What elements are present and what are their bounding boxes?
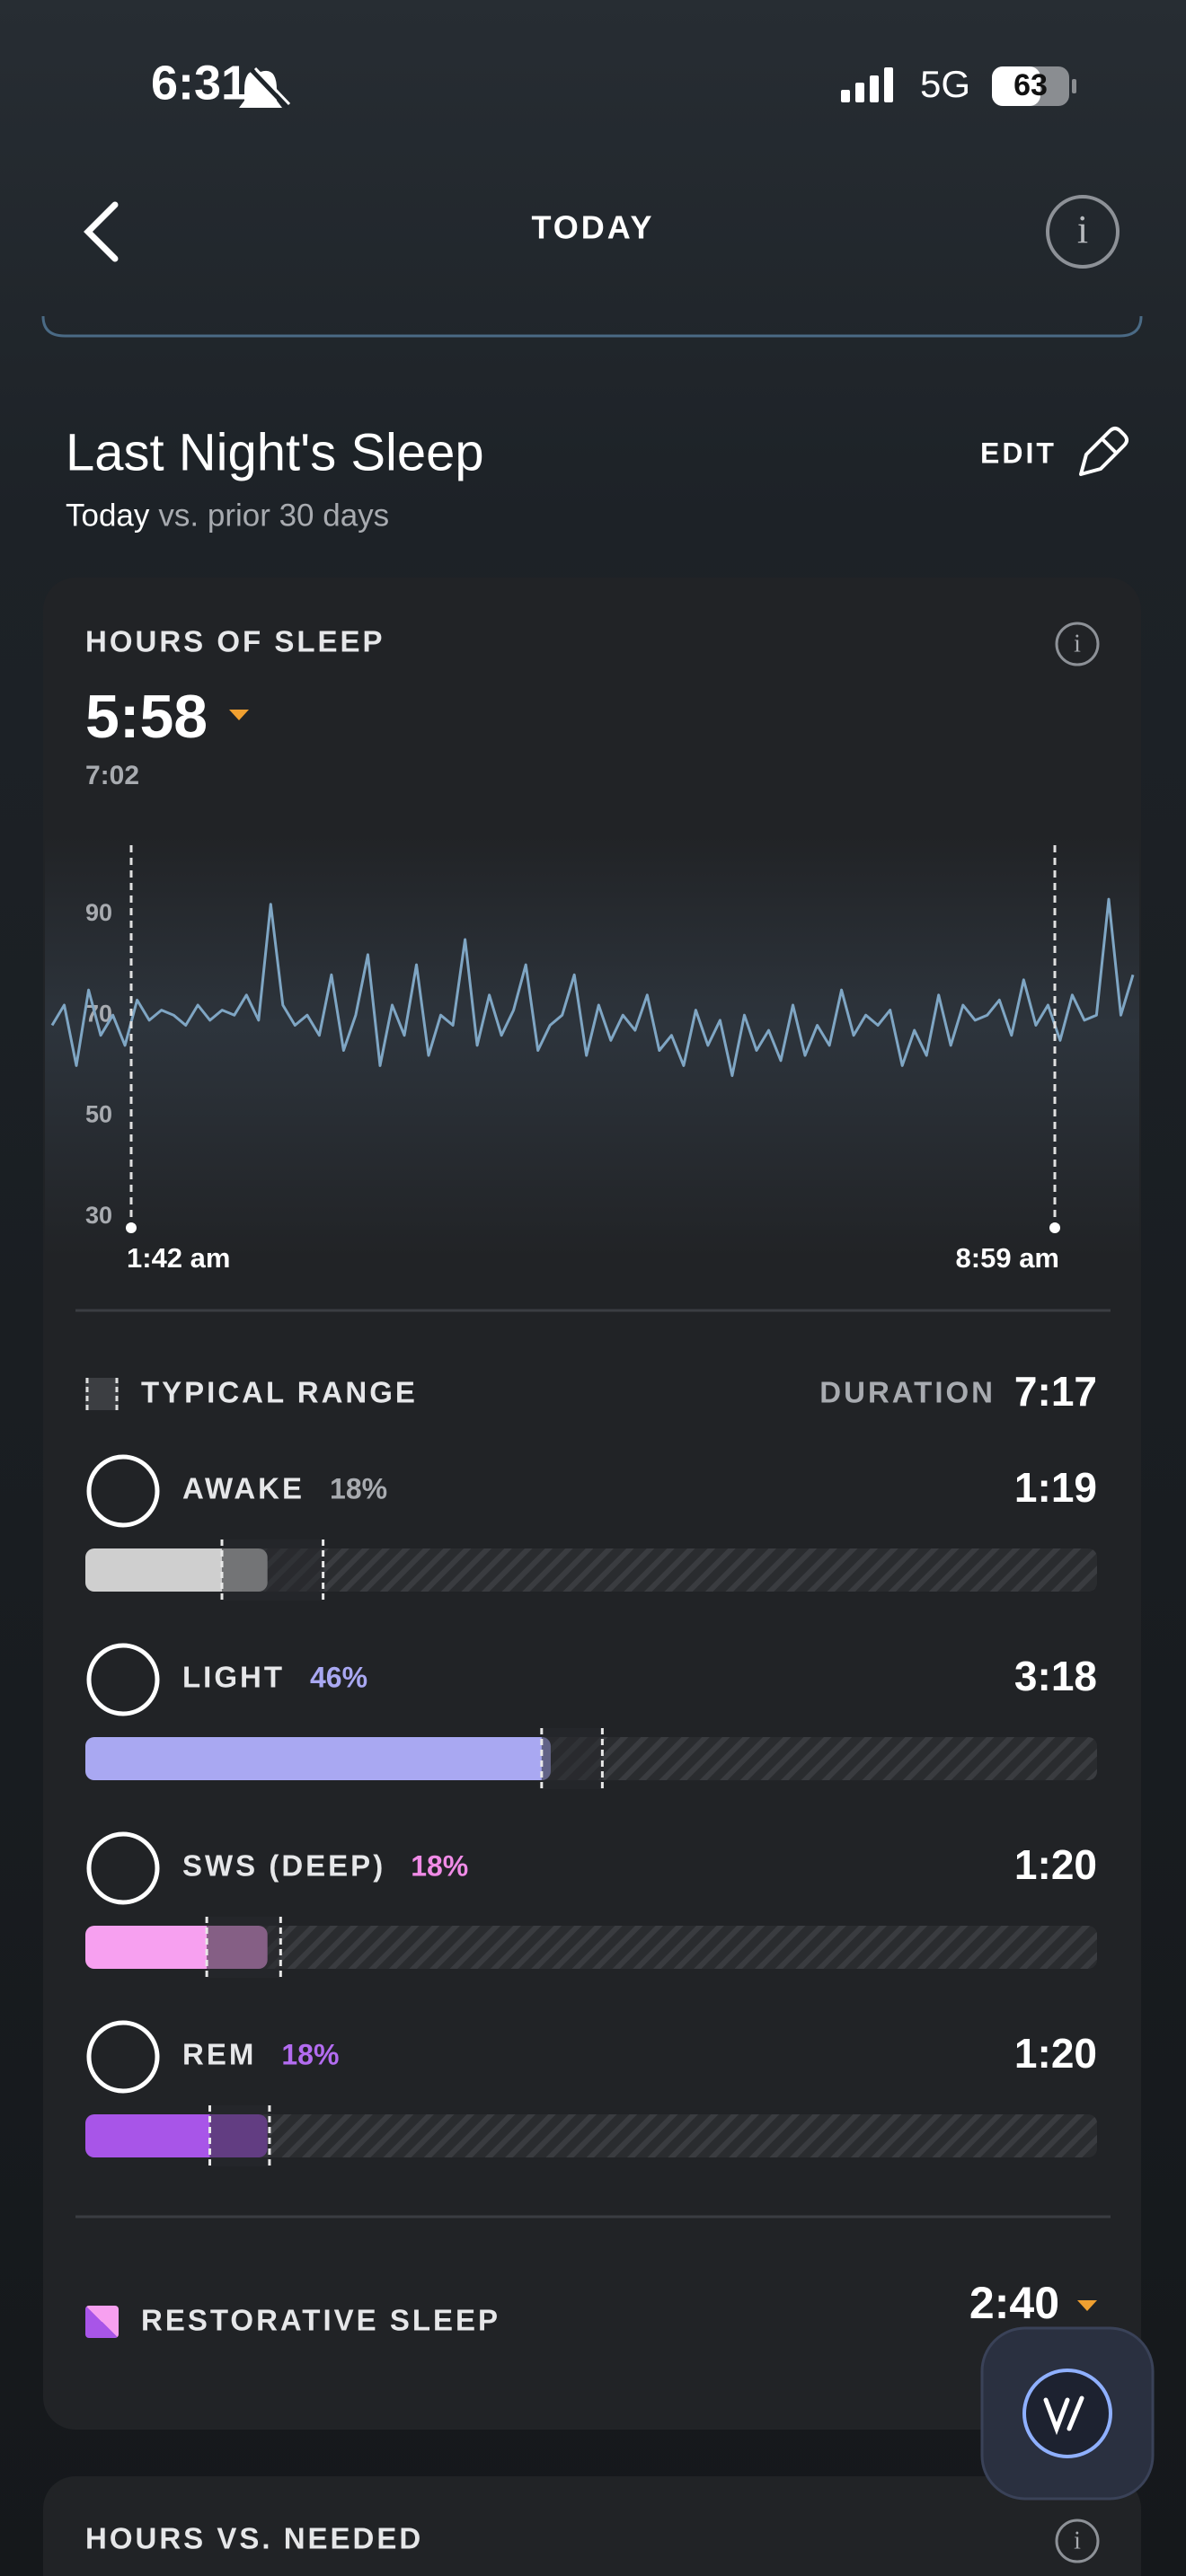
typical-range [207, 1917, 281, 1978]
heart-rate-line [50, 897, 1135, 1078]
info-button[interactable]: i [1046, 195, 1120, 269]
info-icon[interactable]: i [1055, 2519, 1100, 2563]
hours-value: 5:58 [85, 683, 208, 751]
stage-toggle[interactable] [86, 2020, 160, 2094]
stage-track [85, 2114, 1097, 2157]
end-time: 8:59 am [956, 1242, 1059, 1274]
stage-duration: 1:20 [1014, 1841, 1097, 1888]
info-glyph: i [1074, 2527, 1081, 2554]
stage-bar [85, 1737, 551, 1780]
whoop-coach-button[interactable] [980, 2326, 1155, 2501]
header-title: TODAY [531, 209, 654, 246]
battery-level: 63 [1013, 68, 1048, 102]
y-tick-label: 50 [85, 1101, 112, 1128]
restorative-icon [85, 2306, 119, 2338]
battery-icon [992, 66, 1076, 106]
stage-duration: 1:20 [1014, 2030, 1097, 2077]
subtitle: vs. prior 30 days [158, 498, 389, 533]
down-indicator [229, 710, 249, 720]
next-card-title: HOURS VS. NEEDED [85, 2522, 423, 2555]
stage-duration: 1:19 [1014, 1464, 1097, 1511]
stage-toggle[interactable] [86, 1643, 160, 1716]
signal-icon [841, 67, 893, 102]
network: 5G [920, 63, 970, 105]
y-tick-label: 90 [85, 899, 112, 926]
stage-duration: 3:18 [1014, 1653, 1097, 1699]
stage-percent: 18% [281, 2038, 339, 2070]
typical-range-label: TYPICAL RANGE [141, 1376, 418, 1409]
info-glyph: i [1077, 207, 1088, 251]
restorative-label: RESTORATIVE SLEEP [141, 2304, 500, 2337]
stage-percent: 18% [330, 1472, 387, 1504]
stage-name: REM [182, 2038, 256, 2071]
info-icon[interactable]: i [1055, 622, 1100, 666]
card-title: HOURS OF SLEEP [85, 625, 385, 658]
typical-range [222, 1539, 323, 1601]
typical-hours: 7:02 [85, 761, 139, 790]
stage-toggle[interactable] [86, 1831, 160, 1905]
edit-button[interactable]: EDIT [980, 437, 1057, 469]
stage-percent: 46% [310, 1661, 367, 1693]
typical-range [209, 2105, 270, 2166]
y-tick-label: 30 [85, 1202, 112, 1229]
section-title: Last Night's Sleep [66, 423, 484, 481]
status-time: 6:31 [151, 56, 248, 110]
edit-icon[interactable] [1079, 427, 1128, 476]
down-indicator [1077, 2300, 1097, 2311]
next-card [43, 2476, 1141, 2576]
start-time: 1:42 am [127, 1242, 230, 1274]
sleep-boundary-dot [1049, 1222, 1060, 1233]
chart-background [45, 835, 1139, 1257]
stage-name: SWS (DEEP) [182, 1849, 385, 1883]
restorative-value: 2:40 [969, 2278, 1059, 2328]
sleep-boundary-dot [126, 1222, 137, 1233]
typical-range-icon [85, 1378, 119, 1410]
stage-track [85, 1926, 1097, 1969]
stage-name: LIGHT [182, 1661, 285, 1694]
duration-label: DURATION [819, 1376, 996, 1409]
stage-list: AWAKE 18% 1:19 LIGHT 46% 3:18 SWS (DEEP) 18% 1:2… [85, 1454, 1097, 2166]
top-card-edge [41, 315, 1143, 338]
stage-track [85, 1548, 1097, 1592]
typical-range [541, 1728, 603, 1789]
bell-off-icon [239, 66, 291, 110]
subtitle-bold: Today [66, 498, 150, 533]
duration-value: 7:17 [1014, 1368, 1097, 1415]
back-button[interactable] [84, 201, 119, 262]
stage-percent: 18% [411, 1849, 468, 1882]
stage-name: AWAKE [182, 1472, 305, 1505]
stage-toggle[interactable] [86, 1454, 160, 1528]
info-glyph: i [1074, 630, 1081, 657]
